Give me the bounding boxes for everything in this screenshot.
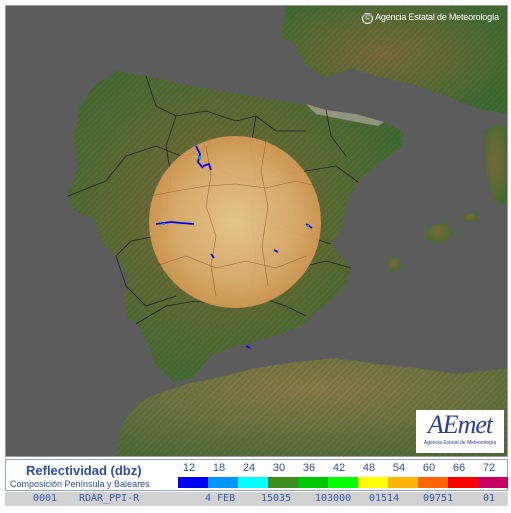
scale-swatch-72: [478, 477, 508, 488]
scale-label-12: 12: [182, 462, 196, 474]
scale-swatch-24: [238, 477, 268, 488]
scale-swatch-60: [418, 477, 448, 488]
scale-label-30: 30: [272, 462, 286, 474]
scale-label-60: 60: [422, 462, 436, 474]
status-field-0: 0001: [33, 493, 58, 504]
scale-swatch-30: [268, 477, 298, 488]
status-field-6: 09751: [423, 493, 454, 504]
status-field-1: RDAR_PPI-R: [79, 493, 140, 504]
mallorca-land: [426, 222, 454, 244]
scale-label-54: 54: [392, 462, 406, 474]
status-field-3: 15035: [261, 493, 292, 504]
scale-label-72: 72: [482, 462, 496, 474]
legend-title: Reflectividad (dbz): [26, 463, 142, 478]
scale-label-66: 66: [452, 462, 466, 474]
copyright-notice: © Agencia Estatal de Meteorología: [362, 12, 499, 24]
ibiza-land: [386, 256, 402, 272]
scale-swatch-36: [298, 477, 328, 488]
logo-subtitle: Agencia Estatal de Meteorología: [423, 440, 497, 446]
reflectivity-legend: Reflectividad (dbz) Composición Penínsul…: [5, 459, 508, 491]
map-canvas: [67, 6, 507, 456]
scale-swatch-66: [448, 477, 478, 488]
scale-swatch-54: [388, 477, 418, 488]
legend-subtitle: Composición Península y Baleares: [10, 479, 150, 489]
radar-coverage-circle: [149, 136, 321, 308]
radar-echoes: [155, 145, 313, 349]
copyright-text: Agencia Estatal de Meteorología: [375, 12, 499, 22]
scale-swatch-42: [328, 477, 358, 488]
status-field-4: 103000: [315, 493, 352, 504]
corsica-land: [484, 124, 507, 206]
status-field-5: 01514: [369, 493, 400, 504]
color-scale: 12 18 24 30 36 42 48 54 60 66 72: [174, 462, 508, 489]
copyright-icon: ©: [362, 13, 374, 24]
scale-label-24: 24: [242, 462, 256, 474]
scale-swatch-48: [358, 477, 388, 488]
scale-label-18: 18: [212, 462, 226, 474]
scale-label-42: 42: [332, 462, 346, 474]
scale-swatch-18: [208, 477, 238, 488]
scale-label-48: 48: [362, 462, 376, 474]
logo-wordmark: AEmet: [427, 410, 493, 439]
scale-swatch-12: [178, 477, 208, 488]
status-bar: 0001 RDAR_PPI-R 4 FEB 15035 103000 01514 09751…: [5, 492, 508, 506]
scale-label-36: 36: [302, 462, 316, 474]
status-field-7: 01: [483, 493, 496, 504]
aemet-logo: AEmet Agencia Estatal de Meteorología: [416, 410, 504, 453]
radar-map: © Agencia Estatal de Meteorología AEmet A…: [5, 5, 508, 457]
status-field-2: 4 FEB: [205, 493, 236, 504]
menorca-land: [462, 212, 478, 222]
